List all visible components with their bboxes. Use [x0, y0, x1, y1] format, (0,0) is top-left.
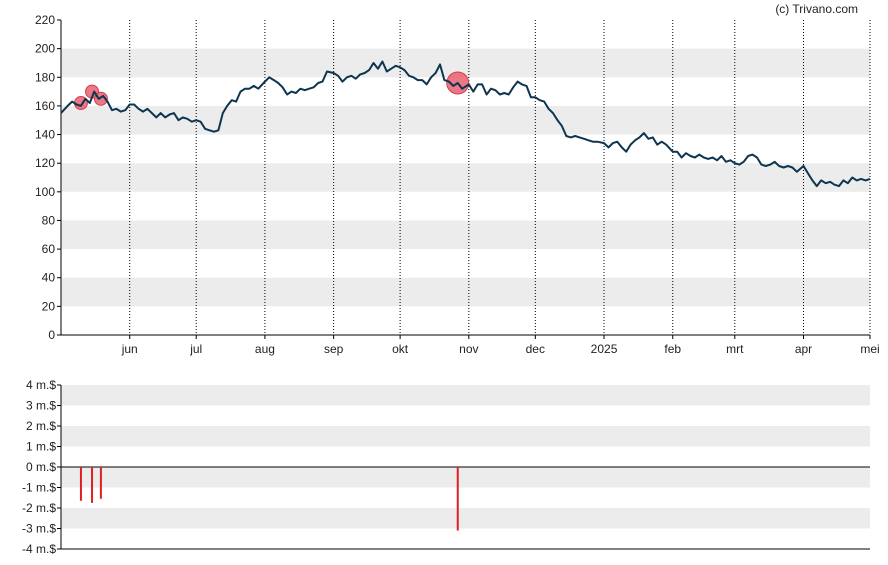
y-tick-label: 220: [35, 13, 55, 27]
price-band: [61, 277, 870, 307]
y-tick-label: 80: [42, 213, 56, 227]
credit-label: (c) Trivano.com: [775, 2, 858, 16]
y-tick-label: -2 m.$: [22, 501, 56, 515]
y-tick-label: 100: [35, 185, 55, 199]
x-tick-label: 2025: [591, 342, 618, 356]
price-chart-panel: jun jul aug sep okt nov dec 2025 feb mrt apr mei 0 20…: [35, 13, 880, 356]
flow-band: [61, 385, 870, 406]
y-tick-label: 160: [35, 99, 55, 113]
price-band: [61, 220, 870, 250]
x-tick-label: jul: [189, 342, 202, 356]
y-tick-label: 0: [48, 328, 55, 342]
y-tick-label: 120: [35, 156, 55, 170]
y-tick-label: -3 m.$: [22, 522, 56, 536]
y-tick-label: -1 m.$: [22, 481, 56, 495]
flow-band: [61, 426, 870, 447]
y-tick-label: 40: [42, 271, 56, 285]
x-tick-label: dec: [526, 342, 545, 356]
x-tick-label: jun: [121, 342, 138, 356]
price-band: [61, 163, 870, 192]
flow-band: [61, 467, 870, 488]
x-tick-label: mrt: [726, 342, 744, 356]
y-tick-label: 0 m.$: [26, 460, 56, 474]
y-tick-label: 4 m.$: [26, 378, 56, 392]
x-tick-label: mei: [860, 342, 879, 356]
y-tick-label: 3 m.$: [26, 399, 56, 413]
price-line: [60, 60, 871, 188]
y-tick-label: -4 m.$: [22, 542, 56, 556]
x-tick-label: okt: [392, 342, 409, 356]
y-tick-label: 20: [42, 299, 56, 313]
y-tick-label: 60: [42, 242, 56, 256]
y-tick-label: 140: [35, 128, 55, 142]
y-tick-label: 1 m.$: [26, 440, 56, 454]
x-tick-label: apr: [795, 342, 812, 356]
price-band: [61, 48, 870, 78]
x-tick-label: sep: [324, 342, 344, 356]
x-tick-label: feb: [664, 342, 681, 356]
flow-band: [61, 508, 870, 529]
y-tick-label: 200: [35, 42, 55, 56]
y-tick-label: 2 m.$: [26, 419, 56, 433]
x-tick-label: nov: [459, 342, 478, 356]
y-tick-label: 180: [35, 70, 55, 84]
x-tick-label: aug: [255, 342, 275, 356]
flow-chart-panel: -4 m.$ -3 m.$ -2 m.$ -1 m.$ 0 m.$ 1 m.$ 2 m.$ 3…: [22, 378, 870, 556]
price-band: [61, 105, 870, 135]
